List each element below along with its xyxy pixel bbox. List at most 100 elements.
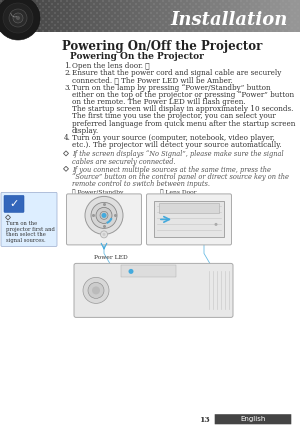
Bar <box>180 6 182 8</box>
Bar <box>75 3 76 5</box>
Bar <box>168 12 170 14</box>
Bar <box>93 21 94 23</box>
Bar <box>249 21 250 23</box>
Bar <box>3 3 4 5</box>
Bar <box>198 30 200 32</box>
Bar <box>108 18 110 20</box>
Bar <box>45 27 46 29</box>
Bar <box>99 3 100 5</box>
Bar <box>48 30 50 32</box>
Bar <box>243 21 244 23</box>
Bar <box>216 12 218 14</box>
Bar <box>147 21 148 23</box>
Text: Open the lens door. ①: Open the lens door. ① <box>72 62 150 70</box>
Bar <box>27 15 28 17</box>
Bar <box>81 3 82 5</box>
Bar <box>250 0 260 32</box>
Bar <box>213 27 214 29</box>
Bar <box>216 6 218 8</box>
Bar <box>240 6 242 8</box>
Bar <box>288 30 290 32</box>
Bar <box>222 18 224 20</box>
Bar <box>282 30 284 32</box>
Bar <box>150 12 152 14</box>
Bar <box>183 3 184 5</box>
Bar <box>51 15 52 17</box>
Bar <box>66 0 68 2</box>
Bar <box>222 0 224 2</box>
Bar <box>54 24 56 26</box>
Bar <box>231 15 232 17</box>
Text: If the screen displays “No Signal”, please make sure the signal: If the screen displays “No Signal”, plea… <box>72 150 284 158</box>
Bar <box>291 21 292 23</box>
Bar <box>228 0 230 2</box>
Bar <box>6 0 8 2</box>
Bar <box>276 18 278 20</box>
Bar <box>294 0 296 2</box>
Bar <box>66 12 68 14</box>
Bar <box>105 27 106 29</box>
Bar <box>186 12 188 14</box>
Bar <box>255 15 256 17</box>
Bar <box>273 3 274 5</box>
Text: projector first and: projector first and <box>6 227 55 232</box>
Bar <box>57 9 58 11</box>
Bar <box>170 0 180 32</box>
Bar <box>204 30 206 32</box>
Bar <box>216 0 218 2</box>
Bar <box>138 18 140 20</box>
Bar <box>147 3 148 5</box>
Bar <box>45 3 46 5</box>
Bar <box>144 0 146 2</box>
Bar <box>81 9 82 11</box>
Bar <box>216 30 218 32</box>
Bar <box>285 21 286 23</box>
Bar <box>240 12 242 14</box>
Bar <box>213 15 214 17</box>
Bar <box>100 0 110 32</box>
Bar <box>54 30 56 32</box>
Text: Turn on the: Turn on the <box>6 222 37 226</box>
Bar <box>111 15 112 17</box>
Bar <box>117 9 118 11</box>
Bar <box>114 18 116 20</box>
Bar <box>190 0 200 32</box>
Bar <box>219 9 220 11</box>
Bar <box>54 18 56 20</box>
Bar <box>30 0 31 2</box>
Bar <box>252 6 254 8</box>
Bar <box>243 3 244 5</box>
Bar <box>174 24 176 26</box>
Bar <box>258 6 260 8</box>
Bar <box>230 0 240 32</box>
Bar <box>138 0 140 2</box>
Bar <box>156 12 158 14</box>
Bar <box>0 30 2 32</box>
Bar <box>24 6 26 8</box>
Bar <box>219 21 220 23</box>
Bar <box>96 12 98 14</box>
Bar <box>192 0 194 2</box>
Bar <box>200 0 210 32</box>
Text: 3.: 3. <box>64 83 71 92</box>
Bar <box>297 15 298 17</box>
Bar <box>9 3 11 5</box>
Bar <box>72 0 74 2</box>
Bar <box>9 15 11 17</box>
Bar <box>276 12 278 14</box>
Bar <box>165 21 166 23</box>
Bar <box>171 15 172 17</box>
Bar <box>147 27 148 29</box>
Bar <box>78 12 80 14</box>
Bar <box>150 30 152 32</box>
Bar <box>150 6 152 8</box>
Bar <box>87 3 88 5</box>
Bar <box>165 3 166 5</box>
Bar <box>15 15 16 17</box>
Bar <box>18 18 20 20</box>
Bar <box>78 6 80 8</box>
Bar <box>270 30 272 32</box>
Bar <box>159 203 219 213</box>
Bar <box>192 18 194 20</box>
Bar <box>222 30 224 32</box>
